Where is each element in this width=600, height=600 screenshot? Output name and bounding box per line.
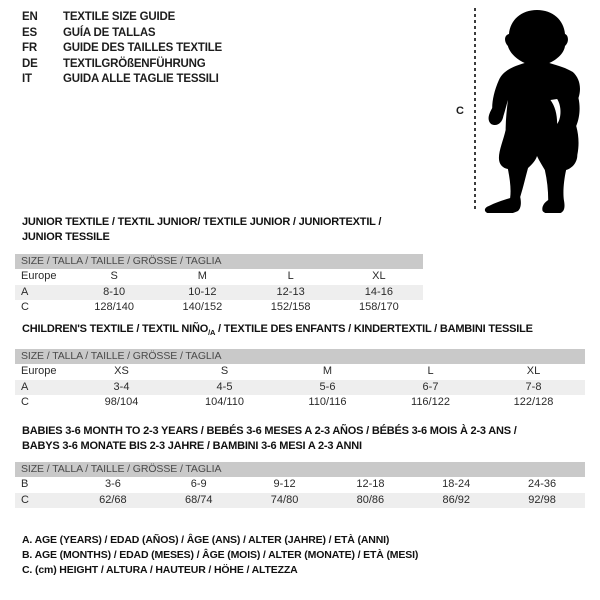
table-cell: 152/158 bbox=[270, 301, 311, 313]
table-cell: 74/80 bbox=[270, 493, 299, 506]
language-code: FR bbox=[22, 42, 37, 54]
table-cell: 122/128 bbox=[513, 396, 554, 409]
language-code: ES bbox=[22, 26, 37, 39]
table-cell: L bbox=[427, 365, 434, 378]
table-cell: 3-4 bbox=[113, 380, 130, 393]
table-cell: 116/122 bbox=[411, 396, 450, 409]
table-cell: 158/170 bbox=[358, 301, 399, 313]
table-cell: 128/140 bbox=[94, 301, 134, 313]
table-cell: 104/110 bbox=[205, 396, 244, 409]
language-code: EN bbox=[22, 11, 38, 23]
table-row: C 98/104 104/110 110/116 116/122 122/128 bbox=[15, 395, 585, 411]
row-label: C bbox=[21, 301, 29, 313]
table-row: B 3-6 6-9 9-12 12-18 18-24 24-36 bbox=[15, 477, 585, 493]
section-babies-textile: BABIES 3-6 MONTH TO 2-3 YEARS / BEBÉS 3-… bbox=[15, 424, 585, 508]
row-label: Europe bbox=[21, 365, 57, 378]
section-title-segment: /A bbox=[208, 328, 216, 338]
table-cell: 6-7 bbox=[422, 380, 439, 393]
language-list: EN TEXTILE SIZE GUIDE ES GUÍA DE TALLAS FR GU… bbox=[22, 10, 222, 88]
table-row: A 8-10 10-12 12-13 14-16 bbox=[15, 284, 423, 300]
language-row: ES GUÍA DE TALLAS bbox=[22, 26, 222, 42]
table-cell: XL bbox=[526, 365, 541, 378]
language-label: GUIDE DES TAILLES TEXTILE bbox=[63, 42, 222, 54]
table-row: Europe S M L XL bbox=[15, 269, 423, 285]
section-childrens-textile: CHILDREN'S TEXTILE / TEXTIL NIÑO/A / TEX… bbox=[15, 322, 585, 411]
table-cell: 12-13 bbox=[276, 285, 305, 298]
language-code: DE bbox=[22, 57, 38, 70]
language-row: IT GUIDA ALLE TAGLIE TESSILI bbox=[22, 72, 222, 88]
section-title-segment: CHILDREN'S TEXTILE / TEXTIL NIÑO bbox=[22, 323, 209, 335]
table-cell: 18-24 bbox=[442, 478, 471, 490]
section-title: JUNIOR TEXTILE / TEXTIL JUNIOR/ TEXTILE … bbox=[15, 215, 423, 245]
table-cell: 3-6 bbox=[104, 478, 121, 490]
footnote-line: B. AGE (MONTHS) / EDAD (MESES) / ÂGE (MO… bbox=[22, 549, 419, 561]
table-cell: 24-36 bbox=[527, 478, 557, 490]
footnotes: A. AGE (YEARS) / EDAD (AÑOS) / ÂGE (ANS)… bbox=[22, 533, 418, 578]
row-label: A bbox=[21, 380, 29, 393]
section-title-segment: / TEXTILE DES ENFANTS / KINDERTEXTIL / B… bbox=[215, 323, 533, 335]
height-measure-label: C bbox=[456, 105, 464, 117]
language-label: TEXTILGRÖßENFÜHRUNG bbox=[63, 57, 206, 70]
row-label: Europe bbox=[21, 270, 57, 282]
footnote-line: A. AGE (YEARS) / EDAD (AÑOS) / ÂGE (ANS)… bbox=[22, 534, 390, 546]
table-row: Europe XS S M L XL bbox=[15, 364, 585, 380]
language-code: IT bbox=[22, 73, 32, 85]
table-cell: XL bbox=[372, 270, 386, 282]
table-cell: 5-6 bbox=[319, 380, 336, 393]
table-cell: 10-12 bbox=[188, 285, 217, 298]
table-cell: 68/74 bbox=[184, 493, 213, 506]
toddler-silhouette-icon bbox=[484, 10, 580, 213]
row-label: C bbox=[21, 493, 29, 506]
size-table: SIZE / TALLA / TAILLE / GRÖSSE / TAGLIA E… bbox=[15, 349, 585, 411]
size-header-bar: SIZE / TALLA / TAILLE / GRÖSSE / TAGLIA bbox=[15, 254, 423, 269]
language-row: DE TEXTILGRÖßENFÜHRUNG bbox=[22, 57, 222, 73]
section-title-segment: BABYS 3-6 MONATE BIS 2-3 JAHRE / BAMBINI… bbox=[22, 440, 362, 452]
table-cell: 9-12 bbox=[273, 478, 296, 490]
row-label: A bbox=[21, 285, 29, 298]
table-row: C 128/140 140/152 152/158 158/170 bbox=[15, 300, 423, 316]
table-cell: 62/68 bbox=[99, 493, 127, 506]
table-cell: M bbox=[197, 270, 207, 282]
section-title-segment: JUNIOR TEXTILE / TEXTIL JUNIOR/ TEXTILE … bbox=[22, 216, 382, 243]
row-label: B bbox=[21, 478, 29, 490]
table-cell: XS bbox=[114, 365, 129, 378]
table-cell: 6-9 bbox=[190, 478, 207, 490]
table-cell: M bbox=[322, 365, 333, 378]
language-row: FR GUIDE DES TAILLES TEXTILE bbox=[22, 41, 222, 57]
row-label: C bbox=[21, 396, 29, 409]
table-cell: 110/116 bbox=[308, 396, 347, 409]
section-junior-textile: JUNIOR TEXTILE / TEXTIL JUNIOR/ TEXTILE … bbox=[15, 215, 423, 316]
table-cell: 7-8 bbox=[525, 380, 542, 393]
table-row: C 62/68 68/74 74/80 80/86 86/92 92/98 bbox=[15, 492, 585, 508]
language-row: EN TEXTILE SIZE GUIDE bbox=[22, 10, 222, 26]
table-cell: 86/92 bbox=[442, 493, 470, 506]
language-label: GUÍA DE TALLAS bbox=[63, 26, 156, 39]
table-cell: 8-10 bbox=[103, 285, 126, 298]
table-cell: 98/104 bbox=[104, 396, 139, 409]
footnote-line: C. (cm) HEIGHT / ALTURA / HAUTEUR / HÖHE… bbox=[22, 564, 298, 576]
table-cell: S bbox=[110, 270, 118, 282]
size-table: SIZE / TALLA / TAILLE / GRÖSSE / TAGLIA E… bbox=[15, 254, 423, 316]
section-title-segment: BABIES 3-6 MONTH TO 2-3 YEARS / BEBÉS 3-… bbox=[22, 425, 517, 437]
table-cell: 14-16 bbox=[364, 285, 393, 298]
table-cell: 12-18 bbox=[356, 478, 385, 490]
size-table: SIZE / TALLA / TAILLE / GRÖSSE / TAGLIA B… bbox=[15, 462, 585, 508]
table-cell: L bbox=[287, 270, 294, 282]
table-cell: 92/98 bbox=[528, 493, 556, 506]
size-header-bar: SIZE / TALLA / TAILLE / GRÖSSE / TAGLIA bbox=[15, 349, 585, 365]
table-cell: 80/86 bbox=[356, 493, 385, 506]
table-cell: S bbox=[220, 365, 229, 378]
section-title: BABIES 3-6 MONTH TO 2-3 YEARS / BEBÉS 3-… bbox=[15, 424, 585, 454]
language-label: TEXTILE SIZE GUIDE bbox=[63, 11, 176, 23]
table-cell: 140/152 bbox=[182, 301, 223, 313]
language-label: GUIDA ALLE TAGLIE TESSILI bbox=[63, 73, 219, 85]
table-row: A 3-4 4-5 5-6 6-7 7-8 bbox=[15, 379, 585, 396]
table-cell: 4-5 bbox=[216, 380, 233, 393]
section-title: CHILDREN'S TEXTILE / TEXTIL NIÑO/A / TEX… bbox=[15, 322, 585, 340]
size-header-bar: SIZE / TALLA / TAILLE / GRÖSSE / TAGLIA bbox=[15, 462, 585, 477]
height-measure-dotted-line bbox=[474, 8, 476, 211]
